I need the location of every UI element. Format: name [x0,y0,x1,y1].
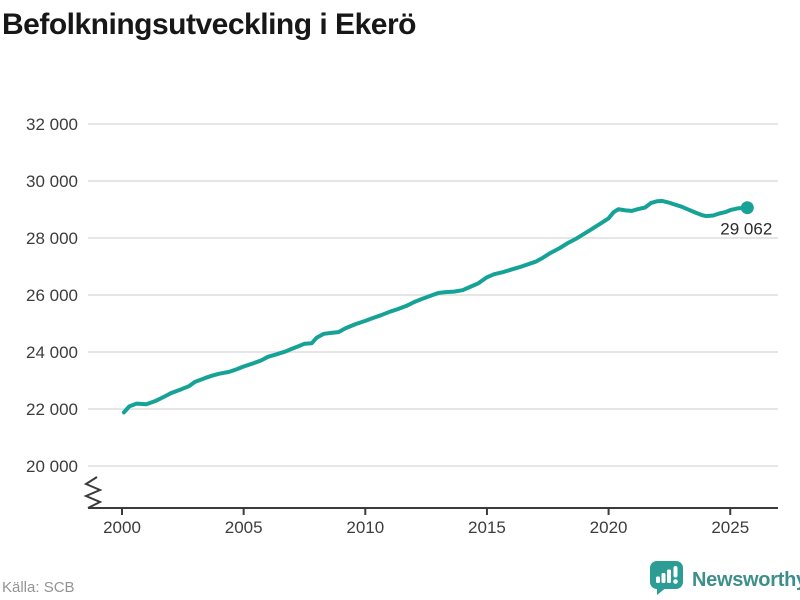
newsworthy-logo: Newsworthy [649,560,800,600]
y-axis-tick-label: 28 000 [26,229,78,248]
latest-point-marker [740,201,754,215]
y-axis-tick-label: 30 000 [26,172,78,191]
y-axis-tick-label: 20 000 [26,457,78,476]
source-label: Källa: SCB [2,579,75,596]
chart-title: Befolkningsutveckling i Ekerö [2,8,416,41]
y-axis-tick-label: 24 000 [26,343,78,362]
x-axis-tick-label: 2025 [711,518,749,537]
x-axis-tick-label: 2010 [346,518,384,537]
x-axis-tick-label: 2015 [468,518,506,537]
y-axis-tick-label: 22 000 [26,400,78,419]
y-axis-tick-label: 26 000 [26,286,78,305]
population-line [121,198,750,415]
x-axis-tick-label: 2000 [103,518,141,537]
latest-value-label: 29 062 [720,220,772,239]
newsworthy-icon [649,560,684,600]
x-axis-tick-label: 2005 [225,518,263,537]
axis-break-icon [83,476,103,509]
y-axis-tick-label: 32 000 [26,115,78,134]
x-axis-tick-label: 2020 [590,518,628,537]
newsworthy-wordmark: Newsworthy [692,569,800,591]
